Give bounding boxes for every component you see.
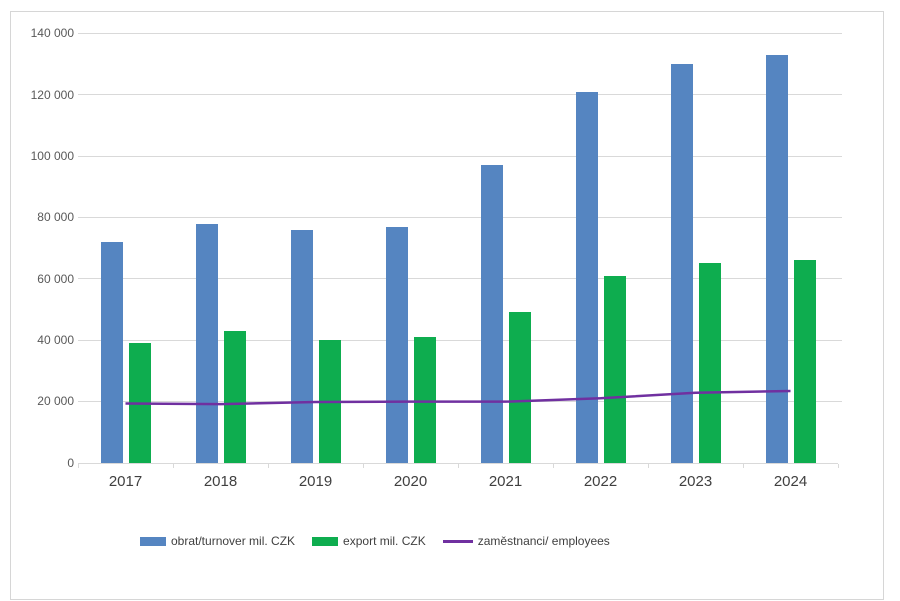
gridline [78,339,842,341]
x-axis-line [78,462,838,464]
legend-item: export mil. CZK [312,534,426,548]
bar-turnover [100,241,123,463]
x-axis-tick [648,463,649,468]
legend-line-swatch [442,539,473,543]
y-axis-tick-label: 0 [67,455,74,470]
legend-label: export mil. CZK [343,534,426,548]
legend-bar-swatch [312,536,339,546]
x-axis-tick [458,463,459,468]
bar-export [223,330,246,463]
bar-export [508,312,531,463]
x-axis-category-label: 2024 [773,472,808,490]
x-axis-tick [268,463,269,468]
x-axis-category-label: 2022 [583,472,618,490]
legend-label: zaměstnanci/ employees [477,534,610,548]
bar-turnover [765,54,788,463]
legend-item: obrat/turnover mil. CZK [140,534,295,548]
y-axis-tick-label: 100 000 [30,149,74,164]
bar-export [318,340,341,463]
bar-export [603,275,626,463]
bar-turnover [575,91,598,463]
bar-turnover [670,64,693,463]
gridline [78,155,842,157]
legend-bar-swatch [140,536,166,546]
x-axis-tick [743,463,744,468]
x-axis-tick [363,463,364,468]
y-axis-tick-label: 80 000 [37,210,74,225]
y-axis-tick-label: 20 000 [37,394,74,409]
x-axis-tick [173,463,174,468]
bar-turnover [385,226,408,463]
legend: obrat/turnover mil. CZK export mil. CZK za… [140,533,610,549]
y-axis-tick-label: 120 000 [30,87,74,102]
bar-turnover [195,223,218,463]
bar-export [413,336,436,463]
bar-export [698,263,721,463]
y-axis-tick-label: 60 000 [37,271,74,286]
x-axis-category-label: 2019 [298,472,333,490]
gridline [78,400,842,402]
legend-item: zaměstnanci/ employees [442,534,610,548]
chart-frame: 0 20 000 40 000 60 000 80 000 100 000 120 000 1… [10,11,884,600]
legend-label: obrat/turnover mil. CZK [171,534,296,548]
x-axis-category-label: 2018 [203,472,238,490]
gridline [78,32,842,34]
y-axis-tick-label: 140 000 [30,26,74,41]
x-axis-category-label: 2021 [488,472,523,490]
bar-export [793,260,816,463]
x-axis-tick [553,463,554,468]
x-axis-tick [78,463,79,468]
gridline [78,216,842,218]
x-axis-category-label: 2020 [393,472,428,490]
y-axis-tick-label: 40 000 [37,333,74,348]
bar-turnover [290,229,313,463]
gridline [78,94,842,96]
bar-export [128,343,151,463]
gridline [78,278,842,280]
plot-area: 0 20 000 40 000 60 000 80 000 100 000 120 000 1… [11,12,883,599]
x-axis-tick [838,463,839,468]
x-axis-category-label: 2023 [678,472,713,490]
bar-turnover [480,165,503,463]
x-axis-category-label: 2017 [108,472,143,490]
